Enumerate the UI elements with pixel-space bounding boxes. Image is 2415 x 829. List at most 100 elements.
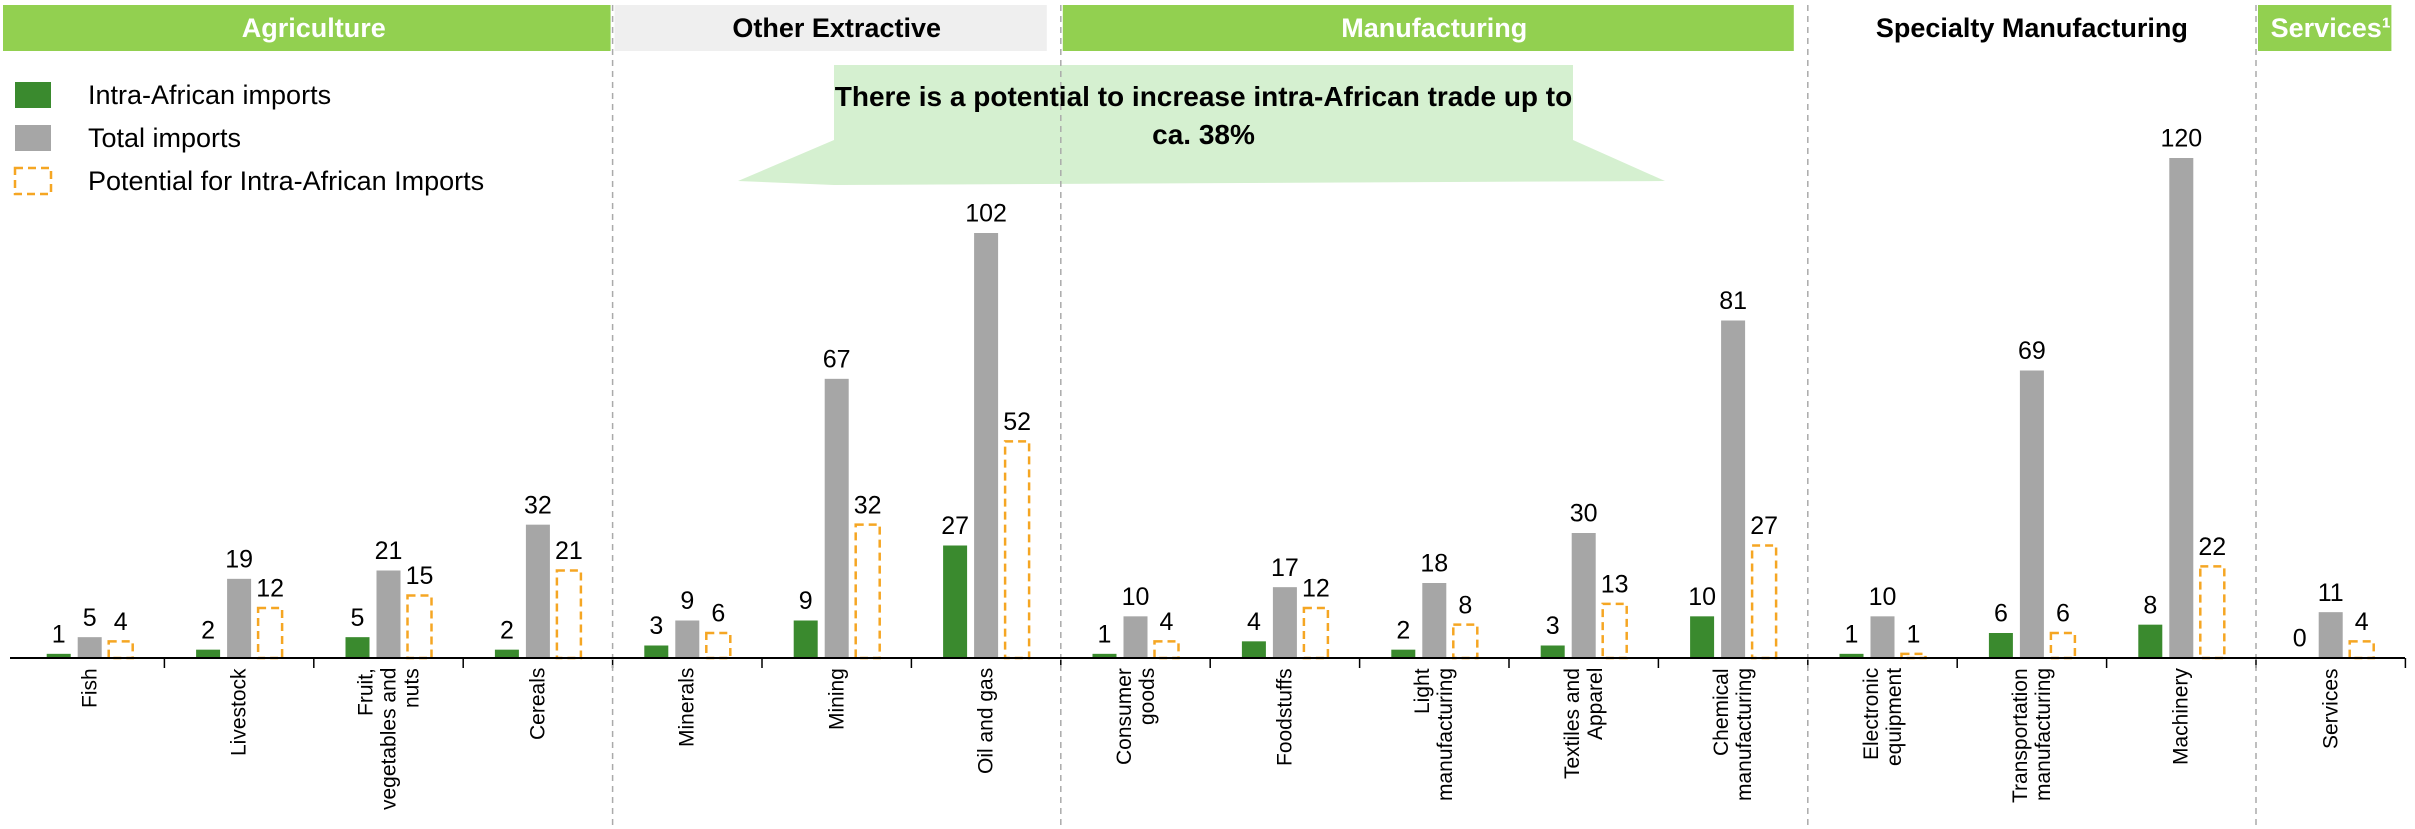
legend-label: Potential for Intra-African Imports bbox=[88, 166, 485, 196]
value-label: 8 bbox=[2143, 591, 2157, 619]
bar bbox=[1750, 544, 1778, 660]
value-label: 10 bbox=[1688, 583, 1716, 611]
bar bbox=[494, 649, 519, 658]
value-label: 27 bbox=[941, 512, 969, 540]
bar bbox=[2169, 158, 2194, 658]
value-label: 21 bbox=[555, 537, 583, 565]
value-label: 3 bbox=[649, 612, 663, 640]
bar bbox=[705, 631, 732, 660]
value-label: 6 bbox=[711, 600, 725, 628]
bar bbox=[1721, 320, 1746, 658]
value-label: 1 bbox=[52, 620, 66, 648]
value-label: 15 bbox=[406, 562, 434, 590]
group-title: Manufacturing bbox=[1341, 13, 1527, 43]
value-label: 17 bbox=[1271, 554, 1299, 582]
bar bbox=[1092, 653, 1117, 658]
value-label: 4 bbox=[1247, 608, 1261, 636]
value-label: 11 bbox=[2318, 579, 2344, 607]
value-label: 8 bbox=[1458, 591, 1472, 619]
value-label: 52 bbox=[1003, 408, 1031, 436]
group-header bbox=[2258, 5, 2392, 51]
group-header bbox=[1809, 5, 2242, 51]
group-header bbox=[614, 5, 1047, 51]
bar bbox=[1452, 623, 1479, 660]
value-label: 32 bbox=[524, 491, 552, 519]
group-title: Other Extractive bbox=[732, 13, 941, 43]
value-label: 5 bbox=[83, 604, 97, 632]
x-tick-label: Cereals bbox=[526, 668, 550, 741]
bar bbox=[46, 653, 71, 658]
value-label: 81 bbox=[1719, 287, 1747, 315]
value-label: 120 bbox=[2160, 125, 2202, 153]
value-label: 6 bbox=[1994, 600, 2008, 628]
legend-swatch bbox=[13, 166, 53, 196]
bar bbox=[1571, 533, 1596, 658]
bar bbox=[1988, 633, 2013, 658]
x-tick-label: Fish bbox=[78, 668, 102, 708]
bar bbox=[1422, 583, 1447, 658]
bar bbox=[1540, 645, 1565, 658]
value-label: 69 bbox=[2018, 337, 2046, 365]
x-tick-label: Machinery bbox=[2169, 668, 2193, 765]
bar bbox=[824, 378, 849, 658]
callout-text: There is a potential to increase intra-A… bbox=[834, 81, 1573, 150]
value-label: 6 bbox=[2056, 600, 2070, 628]
bar bbox=[525, 524, 550, 658]
legend-label: Intra-African imports bbox=[88, 80, 332, 110]
bar bbox=[107, 640, 134, 660]
x-tick-label: Textiles and Apparel bbox=[1560, 668, 1607, 779]
x-tick-label: Fruit, vegetables and nuts bbox=[354, 668, 423, 811]
value-label: 1 bbox=[1907, 620, 1921, 648]
value-label: 4 bbox=[1160, 608, 1174, 636]
bar bbox=[644, 645, 669, 658]
bar bbox=[1241, 641, 1266, 658]
value-label: 32 bbox=[854, 491, 882, 519]
legend-label: Total imports bbox=[88, 123, 242, 153]
value-label: 12 bbox=[256, 575, 284, 603]
legend-swatch bbox=[15, 125, 51, 151]
value-label: 1 bbox=[1845, 620, 1859, 648]
x-tick-label: Services bbox=[2319, 668, 2343, 749]
bar bbox=[406, 594, 433, 660]
x-tick-label: Light manufacturing bbox=[1411, 668, 1458, 802]
bar bbox=[2019, 370, 2044, 658]
bar bbox=[227, 578, 252, 658]
value-label: 27 bbox=[1750, 512, 1778, 540]
value-label: 2 bbox=[201, 616, 215, 644]
legend-swatch bbox=[15, 82, 51, 108]
group-header bbox=[1062, 5, 1794, 51]
x-tick-label: Chemical manufacturing bbox=[1710, 668, 1757, 802]
value-label: 18 bbox=[1420, 550, 1448, 578]
bar bbox=[1601, 602, 1628, 660]
value-label: 0 bbox=[2293, 625, 2307, 653]
group-title: Services¹ bbox=[2271, 13, 2391, 43]
value-label: 10 bbox=[1869, 583, 1897, 611]
bar bbox=[854, 523, 881, 660]
bar bbox=[1123, 616, 1148, 658]
bar bbox=[1690, 616, 1715, 658]
callout-box bbox=[738, 65, 1665, 185]
value-label: 9 bbox=[799, 587, 813, 615]
bar bbox=[77, 637, 102, 658]
value-label: 10 bbox=[1122, 583, 1150, 611]
bar bbox=[196, 649, 221, 658]
bar bbox=[2348, 640, 2375, 660]
value-label: 102 bbox=[965, 200, 1007, 228]
x-tick-label: Electronic equipment bbox=[1859, 668, 1906, 767]
bar bbox=[974, 233, 999, 658]
value-label: 19 bbox=[225, 545, 253, 573]
bar bbox=[1391, 649, 1416, 658]
bar bbox=[1839, 653, 1864, 658]
x-tick-label: Oil and gas bbox=[974, 668, 998, 775]
x-tick-label: Mining bbox=[825, 668, 849, 730]
bar bbox=[675, 620, 700, 658]
value-label: 13 bbox=[1601, 570, 1629, 598]
value-label: 2 bbox=[500, 616, 514, 644]
value-label: 30 bbox=[1570, 500, 1598, 528]
bar bbox=[2049, 631, 2077, 660]
bar bbox=[1153, 640, 1180, 660]
group-title: Specialty Manufacturing bbox=[1876, 13, 2188, 43]
bar bbox=[943, 545, 968, 658]
